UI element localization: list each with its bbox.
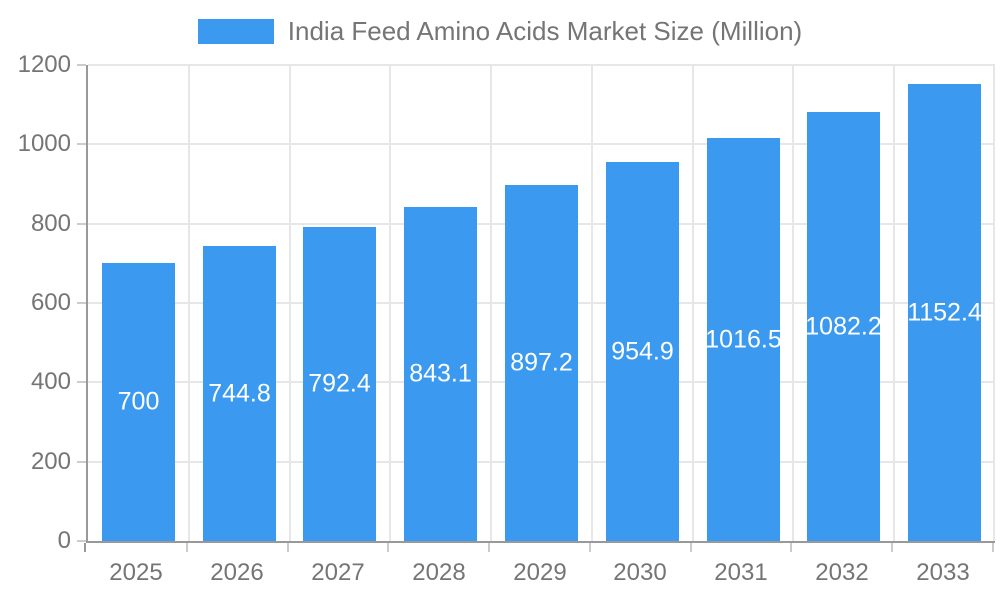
gridline-vertical [389,65,391,541]
x-axis-tick [690,543,692,552]
bar[interactable]: 1082.2 [805,112,882,541]
legend[interactable]: India Feed Amino Acids Market Size (Mill… [0,16,1000,46]
y-tick-label: 600 [30,289,71,316]
gridline-vertical [188,65,190,541]
x-axis-tick [387,543,389,552]
y-tick-label: 0 [57,527,71,554]
x-axis-tick [84,543,86,552]
y-axis-tick [77,222,86,225]
legend-label: India Feed Amino Acids Market Size (Mill… [287,16,803,46]
y-axis-tick [77,143,86,146]
y-tick-label: 1200 [17,51,71,78]
plot-area: 700 744.8 792.4 843.1 897.2 954.9 1016.5 1082.2… [86,64,995,543]
x-tick-label: 2030 [613,559,667,586]
x-tick-label: 2032 [815,559,869,586]
gridline-vertical [692,65,694,541]
gridline-vertical [289,65,291,541]
y-axis-tick [77,302,86,304]
bar-value-label: 792.4 [308,369,371,398]
y-tick-label: 1000 [17,130,71,158]
y-axis-tick [77,460,86,463]
y-axis-tick [77,64,86,66]
bar[interactable]: 700 [102,263,175,541]
x-axis-tick [287,543,289,552]
bar-value-label: 744.8 [208,379,271,407]
y-axis-tick [77,540,86,542]
gridline-horizontal [88,143,995,146]
gridline-vertical [792,65,794,541]
gridline-vertical [490,65,492,541]
x-tick-label: 2028 [412,559,466,586]
x-axis-tick [992,543,994,552]
gridline-vertical [993,65,995,541]
bar-value-label: 1152.4 [907,298,982,326]
bar-value-label: 954.9 [611,337,674,365]
y-tick-label: 200 [30,447,71,475]
bar-value-label: 843.1 [409,359,472,388]
gridline-vertical [591,65,593,541]
legend-swatch[interactable] [197,18,274,44]
gridline-horizontal [88,64,995,66]
bar-value-label: 897.2 [510,348,573,377]
bar[interactable]: 792.4 [303,227,376,541]
x-tick-label: 2027 [311,559,365,586]
bar[interactable]: 1016.5 [705,138,782,541]
gridline-vertical [893,65,895,541]
x-axis-tick [790,543,792,552]
y-tick-label: 400 [30,368,71,396]
x-tick-label: 2031 [714,559,768,586]
x-axis-tick [891,543,893,552]
x-axis-tick [589,543,591,552]
x-tick-label: 2033 [916,559,970,586]
x-tick-label: 2026 [210,559,264,586]
bar[interactable]: 1152.4 [907,84,982,541]
x-tick-label: 2025 [109,559,163,586]
x-axis-tick [186,543,188,552]
bar[interactable]: 843.1 [404,207,477,541]
bar-value-label: 1082.2 [805,312,882,340]
bar[interactable]: 744.8 [203,246,276,541]
bar[interactable]: 954.9 [606,162,679,541]
y-axis-tick [77,381,86,384]
bar-value-label: 700 [117,387,160,416]
bar-value-label: 1016.5 [705,325,782,353]
x-axis-tick [488,543,490,552]
y-tick-label: 800 [30,209,71,237]
bar[interactable]: 897.2 [505,185,578,541]
x-tick-label: 2029 [513,559,567,586]
